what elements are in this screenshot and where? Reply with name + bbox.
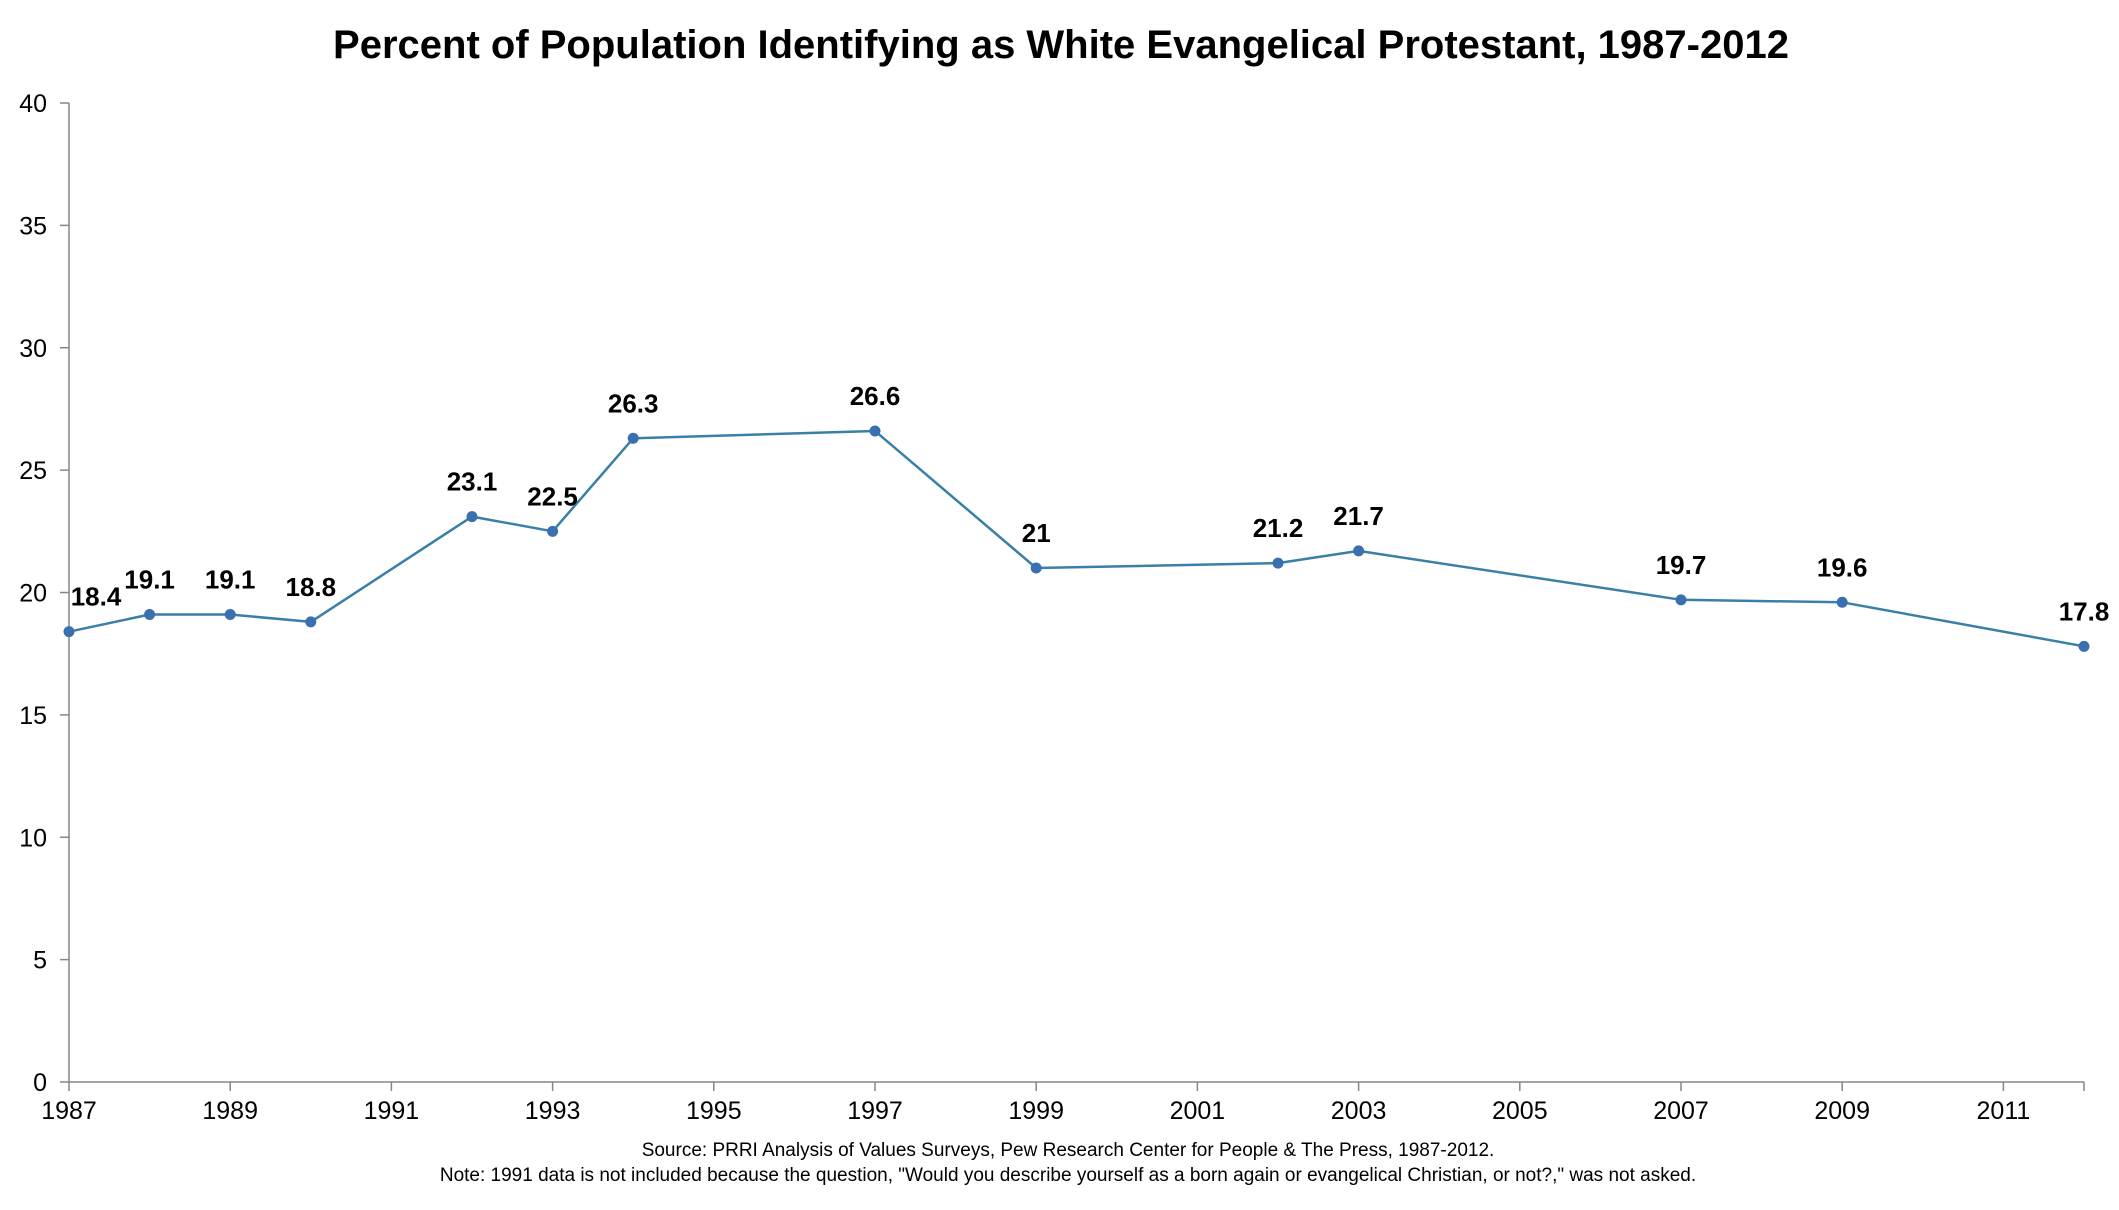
x-tick-label: 2011 — [1977, 1097, 2031, 1125]
data-point — [1675, 594, 1687, 606]
x-tick-label: 2001 — [1170, 1097, 1226, 1125]
y-tick-label: 35 — [19, 212, 47, 240]
data-point — [869, 425, 881, 437]
data-point — [1353, 545, 1365, 557]
source-note: Source: PRRI Analysis of Values Surveys,… — [642, 1140, 1495, 1161]
x-tick-label: 1989 — [202, 1097, 258, 1125]
y-tick-label: 25 — [19, 457, 47, 485]
y-tick-label: 0 — [33, 1069, 47, 1097]
y-axis: 0 5 10 15 20 25 30 35 40 — [19, 90, 70, 1097]
data-label: 18.4 — [71, 582, 122, 612]
data-series — [63, 425, 2090, 652]
data-label: 19.1 — [205, 565, 256, 595]
x-tick-label: 1993 — [525, 1097, 581, 1125]
data-point — [305, 616, 317, 628]
x-tick-label: 1997 — [847, 1097, 903, 1125]
x-tick-label: 1995 — [686, 1097, 742, 1125]
x-tick-label: 2009 — [1814, 1097, 1870, 1125]
data-point — [1030, 562, 1042, 574]
data-label: 21 — [1022, 518, 1051, 548]
x-axis: 1987 1989 1991 1993 1995 1997 1999 2001 2003 2005… — [41, 1081, 2085, 1125]
data-labels: 18.419.1 19.1 18.823.1 22.526.3 26.621 21.2 21… — [71, 381, 2110, 626]
x-tick-label: 2005 — [1492, 1097, 1548, 1125]
data-label: 22.5 — [527, 481, 578, 511]
data-point — [627, 432, 639, 444]
data-label: 21.7 — [1333, 501, 1384, 531]
y-tick-label: 5 — [33, 947, 47, 975]
data-point — [466, 511, 478, 523]
x-tick-label: 2003 — [1331, 1097, 1387, 1125]
x-tick-label: 1991 — [364, 1097, 420, 1125]
x-tick-label: 1999 — [1008, 1097, 1064, 1125]
y-tick-label: 30 — [19, 335, 47, 363]
data-point — [63, 626, 75, 638]
data-point — [547, 525, 559, 537]
data-label: 19.6 — [1817, 552, 1868, 582]
data-label: 17.8 — [2059, 596, 2110, 626]
data-point — [224, 609, 236, 621]
data-label: 26.3 — [608, 388, 659, 418]
data-label: 23.1 — [447, 467, 498, 497]
series-line — [68, 429, 2085, 648]
footnote: Note: 1991 data is not included because … — [440, 1165, 1696, 1186]
data-label: 18.8 — [285, 572, 336, 602]
data-point — [1272, 557, 1284, 569]
data-label: 21.2 — [1253, 513, 1304, 543]
data-point — [144, 609, 156, 621]
data-label: 26.6 — [850, 381, 901, 411]
chart-title: Percent of Population Identifying as Whi… — [333, 23, 1789, 67]
x-tick-label: 2007 — [1653, 1097, 1709, 1125]
data-label: 19.1 — [124, 565, 175, 595]
y-tick-label: 15 — [19, 702, 47, 730]
y-tick-label: 10 — [19, 824, 47, 852]
x-tick-label: 1987 — [41, 1097, 97, 1125]
y-tick-label: 40 — [19, 90, 47, 118]
data-point — [1836, 596, 1848, 608]
data-label: 19.7 — [1656, 550, 1707, 580]
y-tick-label: 20 — [19, 580, 47, 608]
data-point — [2078, 640, 2090, 652]
